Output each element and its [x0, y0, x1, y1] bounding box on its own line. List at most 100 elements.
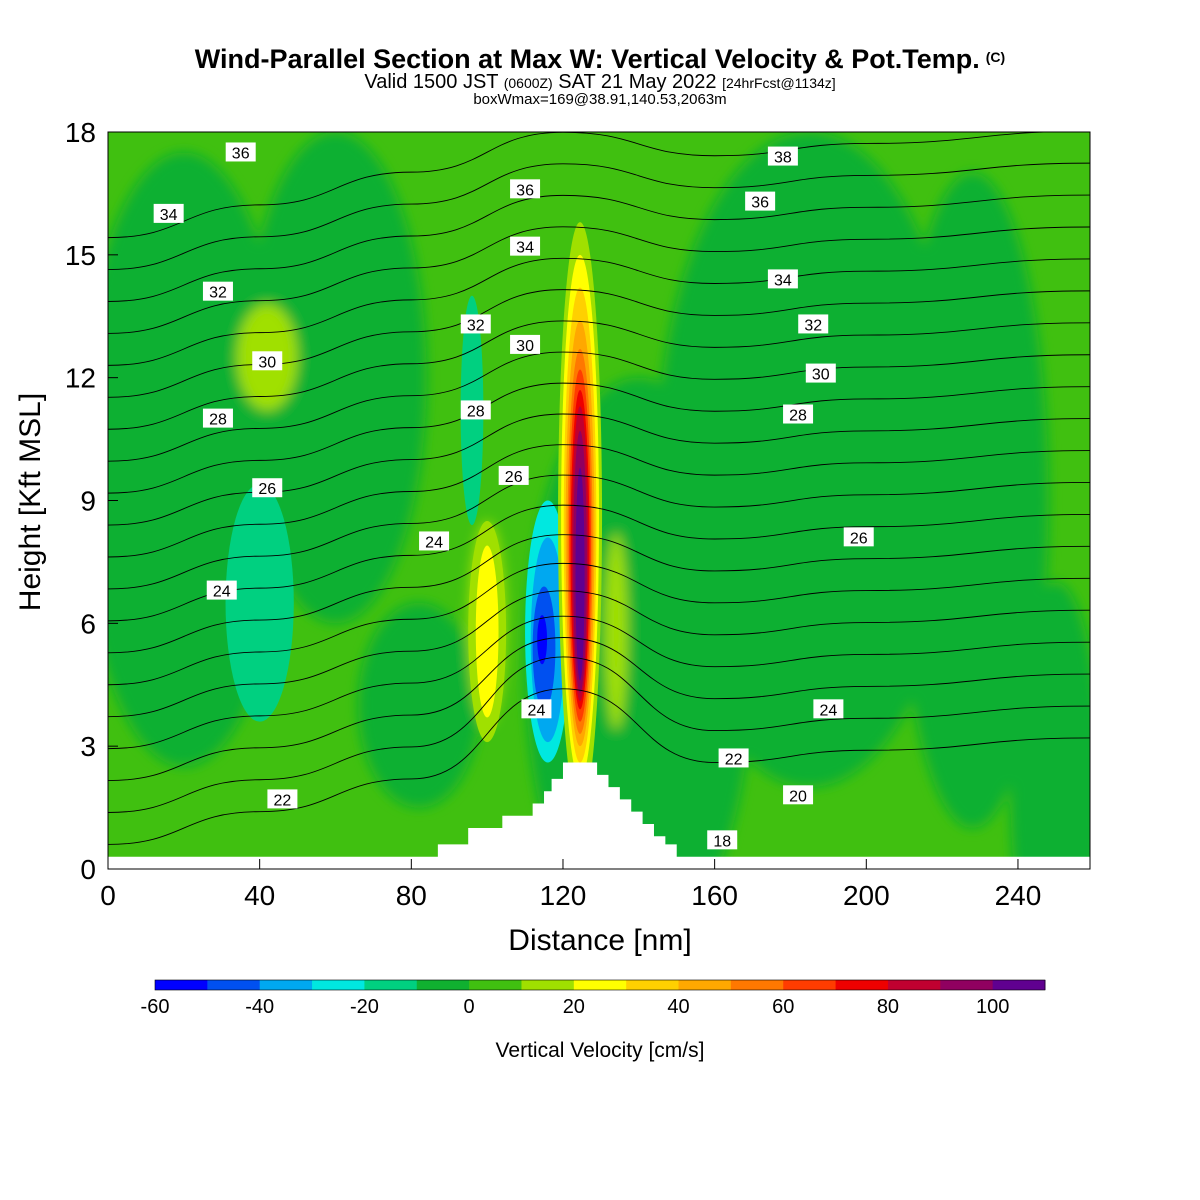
chart-subtitle-2: boxWmax=169@38.91,140.53,2063m [473, 91, 727, 108]
isentrope-label-text: 34 [774, 272, 792, 289]
isentrope-label: 26 [252, 478, 283, 498]
isentrope-label: 22 [267, 789, 298, 809]
isentrope-label: 30 [510, 334, 541, 355]
updraft-region [475, 545, 499, 718]
colorbar-swatch [730, 980, 784, 990]
plot-area: 18 20 22 22 24 24 24 24 26 26 26 28 28 28 30 30 30 32 32 32… [108, 132, 1090, 869]
isentrope-label-text: 22 [274, 792, 292, 809]
isentrope-line [108, 637, 1090, 782]
colorbar-tick-label: 60 [772, 996, 794, 1018]
isentrope-label-text: 24 [425, 534, 443, 551]
shading-band [1010, 582, 1090, 869]
isentrope-label: 30 [252, 351, 283, 371]
colorbar-swatch [573, 980, 627, 990]
isentrope-label: 22 [718, 748, 749, 768]
isentrope-label-text: 24 [213, 584, 231, 601]
y-axis: 0 3 6 9 12 15 18 [65, 117, 118, 885]
colorbar-tick-label: 80 [877, 996, 899, 1018]
isentrope-label-box [153, 203, 184, 223]
isentrope-label-box [843, 527, 874, 547]
colorbar-swatch [940, 980, 994, 990]
y-tick-label: 6 [80, 608, 96, 639]
isentrope-label-text: 32 [804, 317, 822, 334]
isentrope-line [108, 320, 1090, 430]
colorbar-swatch [469, 980, 522, 990]
x-tick-label: 40 [244, 880, 275, 911]
isentrope-label: 24 [419, 531, 450, 551]
isentrope-label: 28 [202, 408, 233, 429]
isentrope-label-text: 36 [516, 182, 534, 199]
valid-date: SAT 21 May 2022 [552, 71, 723, 93]
zulu-time: (0600Z) [503, 75, 553, 91]
x-axis-label: Distance [nm] [508, 924, 691, 957]
isentrope-label: 32 [460, 314, 491, 334]
y-tick-label: 3 [80, 731, 96, 762]
colorbar-tick-label: 0 [464, 996, 475, 1018]
isentrope-label: 26 [843, 527, 874, 547]
isentrope-label-text: 20 [789, 788, 807, 805]
isentrope-label-box [767, 146, 798, 166]
y-tick-label: 0 [80, 854, 96, 885]
colorbar-tick-label: 20 [563, 996, 585, 1018]
isentrope-label-text: 28 [789, 408, 807, 425]
x-tick-label: 80 [396, 880, 427, 911]
isentrope-label: 28 [460, 400, 491, 420]
isentrope-label: 24 [206, 580, 237, 601]
isentrope-label-box [498, 465, 529, 485]
valid-time: Valid 1500 JST [364, 71, 504, 93]
isentrope-label-box [225, 142, 256, 162]
isentrope-label-box [510, 334, 541, 354]
isentrope-label: 24 [521, 699, 552, 719]
isentrope-label-box [252, 351, 283, 371]
y-tick-label: 15 [65, 240, 96, 271]
isentrope-label-box [767, 269, 798, 289]
isentrope-label-text: 28 [467, 403, 485, 420]
isentrope-label-text: 24 [528, 702, 546, 719]
colorbar-swatch [678, 980, 732, 990]
isentrope-label: 26 [498, 465, 529, 486]
colorbar-tick-label: -20 [350, 996, 379, 1018]
colorbar-tick-label: -40 [245, 996, 274, 1018]
isentrope-label-box [718, 748, 749, 768]
isentrope-line [108, 257, 1090, 366]
isentrope-label-text: 30 [812, 367, 830, 384]
isentrope-label-box [783, 785, 814, 805]
isentrope-line [108, 444, 1090, 558]
isentrope-label-box [267, 789, 298, 809]
isentrope-label: 32 [202, 281, 233, 302]
isentrope-label-box [460, 314, 491, 334]
colorbar-swatch [783, 980, 837, 990]
shading-band [244, 132, 427, 624]
isentrope-label: 18 [707, 830, 738, 850]
isentrope-label-box [510, 179, 541, 199]
terrain [108, 762, 1090, 869]
isentrope-label-box [783, 404, 814, 424]
isentrope-line [108, 382, 1090, 494]
isentrope-label: 30 [805, 363, 836, 384]
colorbar-swatch [312, 980, 365, 990]
isentrope-label-text: 24 [819, 702, 837, 719]
isentrope-label-text: 22 [725, 751, 743, 768]
isentrope-label: 38 [767, 146, 798, 167]
isentrope-labels: 18 20 22 22 24 24 24 24 26 26 26 28 28 28 30 30 30 32 32 32… [153, 142, 874, 850]
isentrope-label-box [460, 400, 491, 420]
x-tick-label: 240 [995, 880, 1042, 911]
colorbar-swatch [835, 980, 889, 990]
weak-updraft-patch [604, 533, 628, 730]
copyright-mark: (C) [985, 49, 1006, 65]
isentrope-line [108, 194, 1090, 302]
isentrope-label: 34 [153, 203, 184, 224]
isentrope-label-text: 30 [516, 338, 534, 355]
colorbar-tick-label: 40 [667, 996, 689, 1018]
isentrope-label-text: 18 [713, 833, 731, 850]
colorbar-swatch [887, 980, 941, 990]
y-tick-label: 18 [65, 117, 96, 148]
isentrope-label-box [707, 830, 738, 850]
colorbar-swatch [259, 980, 313, 990]
updraft-core [575, 467, 585, 681]
colorbar: -60 -40 -20 0 20 40 60 80 100 [141, 979, 1046, 1018]
isentrope-label-box [202, 281, 233, 301]
x-tick-label: 120 [540, 880, 587, 911]
isentrope-line [108, 162, 1090, 271]
shading-band [896, 172, 1049, 829]
